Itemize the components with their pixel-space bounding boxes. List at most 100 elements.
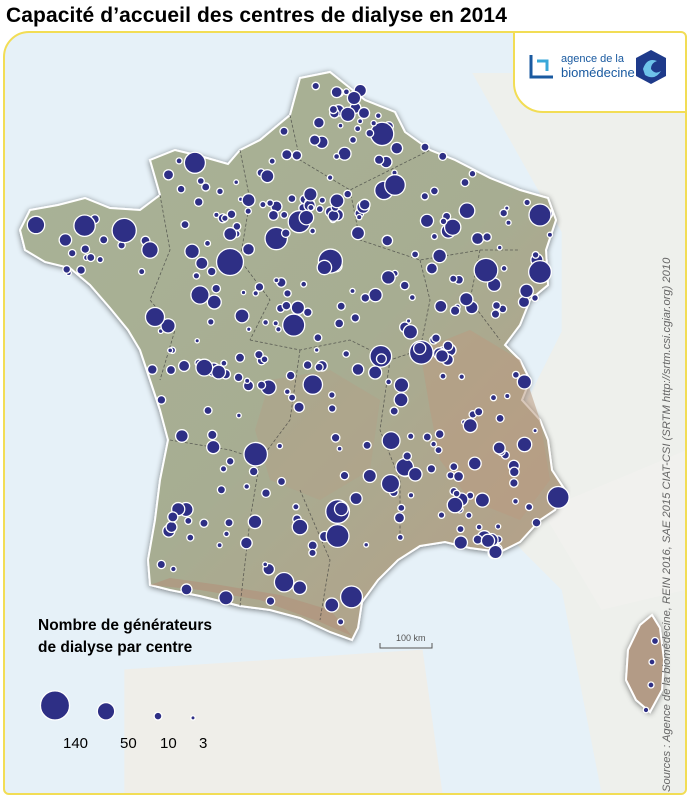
center-marker bbox=[459, 291, 474, 307]
center-marker bbox=[276, 442, 284, 450]
center-marker bbox=[350, 313, 361, 323]
center-marker bbox=[355, 213, 363, 221]
center-marker bbox=[407, 466, 423, 482]
center-marker bbox=[169, 565, 177, 573]
center-marker bbox=[314, 362, 324, 372]
center-marker bbox=[342, 349, 351, 358]
center-marker bbox=[180, 219, 190, 230]
center-marker bbox=[156, 559, 167, 570]
center-marker bbox=[260, 355, 269, 364]
center-marker bbox=[402, 451, 413, 461]
dialysis-centers bbox=[26, 81, 660, 714]
center-marker bbox=[482, 232, 492, 242]
center-marker bbox=[491, 300, 502, 311]
center-marker bbox=[259, 200, 267, 209]
center-marker bbox=[426, 463, 437, 474]
center-marker bbox=[328, 104, 339, 115]
scale-bar bbox=[379, 643, 433, 649]
center-marker bbox=[235, 412, 242, 419]
center-marker bbox=[530, 293, 540, 303]
center-marker bbox=[468, 169, 477, 178]
center-marker bbox=[449, 462, 459, 472]
center-marker bbox=[67, 248, 77, 258]
center-marker bbox=[167, 511, 179, 523]
center-marker bbox=[390, 141, 404, 155]
legend-circles bbox=[39, 690, 196, 721]
center-marker bbox=[429, 186, 439, 196]
center-marker bbox=[473, 407, 484, 417]
center-marker bbox=[489, 394, 498, 402]
center-marker bbox=[175, 157, 183, 165]
center-marker bbox=[350, 225, 366, 241]
center-marker bbox=[206, 294, 222, 310]
center-marker bbox=[336, 618, 345, 626]
center-marker bbox=[211, 283, 222, 294]
legend-circle-50 bbox=[96, 701, 116, 721]
center-marker bbox=[439, 372, 447, 380]
center-marker bbox=[96, 255, 104, 264]
center-marker bbox=[546, 231, 554, 239]
center-marker bbox=[201, 182, 211, 192]
center-marker bbox=[325, 523, 350, 549]
center-marker bbox=[141, 241, 159, 259]
center-marker bbox=[283, 289, 292, 298]
center-marker bbox=[380, 473, 401, 494]
center-marker bbox=[282, 313, 306, 337]
center-marker bbox=[315, 204, 324, 214]
center-marker bbox=[206, 266, 217, 277]
center-marker bbox=[460, 177, 470, 188]
center-marker bbox=[647, 681, 655, 689]
corsica bbox=[624, 613, 666, 714]
center-marker bbox=[280, 210, 289, 220]
center-marker bbox=[336, 445, 343, 452]
center-marker bbox=[247, 514, 263, 530]
center-marker bbox=[456, 524, 465, 534]
center-marker bbox=[260, 169, 275, 184]
center-marker bbox=[268, 157, 276, 165]
center-marker bbox=[293, 401, 305, 414]
center-marker bbox=[642, 706, 650, 714]
center-marker bbox=[362, 440, 372, 451]
center-marker bbox=[174, 429, 189, 443]
center-marker bbox=[375, 353, 387, 365]
center-marker bbox=[313, 347, 320, 353]
center-marker bbox=[156, 394, 167, 405]
center-marker bbox=[356, 118, 364, 125]
center-marker bbox=[184, 243, 200, 260]
center-marker bbox=[407, 491, 415, 499]
center-marker bbox=[546, 485, 570, 509]
emblem-icon bbox=[636, 50, 666, 84]
sources-note: Sources : Agence de la biomédecine, REIN… bbox=[661, 257, 673, 792]
map-title: Capacité d’accueil des centres de dialys… bbox=[6, 4, 507, 27]
center-marker bbox=[203, 405, 213, 416]
center-marker bbox=[256, 380, 267, 390]
center-marker bbox=[650, 636, 660, 646]
center-marker bbox=[252, 289, 260, 297]
center-marker bbox=[290, 300, 306, 315]
center-marker bbox=[216, 485, 227, 495]
center-marker bbox=[349, 491, 363, 506]
center-marker bbox=[425, 262, 439, 275]
center-marker bbox=[190, 285, 210, 305]
center-marker bbox=[339, 470, 350, 481]
center-marker bbox=[203, 239, 212, 248]
center-marker bbox=[357, 106, 371, 120]
center-marker bbox=[363, 541, 370, 548]
center-marker bbox=[496, 244, 503, 251]
center-marker bbox=[365, 128, 375, 138]
center-marker bbox=[239, 536, 253, 550]
center-marker bbox=[262, 561, 269, 568]
legend-label-3: 3 bbox=[199, 735, 208, 752]
center-marker bbox=[307, 203, 315, 212]
center-marker bbox=[254, 282, 265, 292]
center-marker bbox=[225, 456, 235, 466]
center-marker bbox=[343, 189, 353, 199]
center-marker bbox=[300, 280, 308, 288]
center-marker bbox=[184, 516, 193, 526]
center-marker bbox=[86, 252, 96, 263]
center-marker bbox=[308, 548, 317, 558]
center-marker bbox=[337, 146, 352, 161]
center-marker bbox=[437, 511, 446, 519]
center-marker bbox=[279, 126, 289, 136]
